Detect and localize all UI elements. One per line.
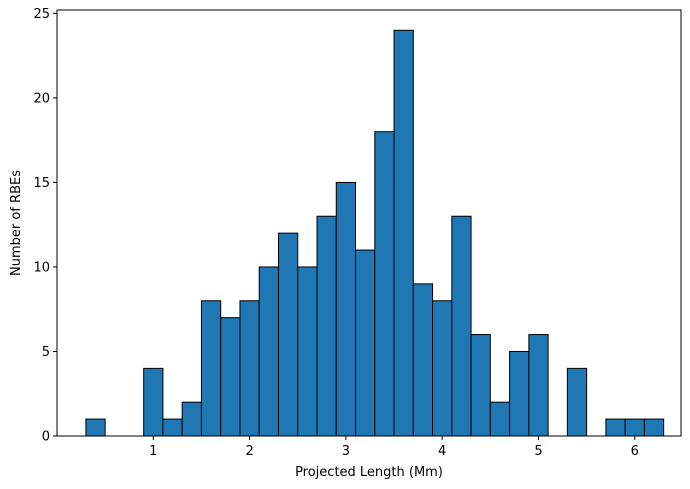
x-axis: 1 2 3 4 5 6 <box>149 436 639 459</box>
x-tick-label: 1 <box>149 444 157 459</box>
histogram-bar <box>451 215 472 437</box>
histogram-bar <box>239 300 260 437</box>
histogram-bars <box>85 29 665 437</box>
histogram-bar <box>470 334 491 437</box>
histogram-bar <box>220 317 241 437</box>
histogram-bar <box>374 131 395 437</box>
x-axis-label: Projected Length (Mm) <box>295 465 443 480</box>
x-tick-label: 4 <box>438 444 446 459</box>
histogram-bar <box>605 418 626 437</box>
histogram-bar <box>162 418 183 437</box>
histogram-bar <box>489 401 511 437</box>
histogram-bar <box>624 418 645 437</box>
y-tick-label: 20 <box>33 91 50 106</box>
y-tick-label: 10 <box>33 260 50 275</box>
y-tick-label: 15 <box>33 176 50 191</box>
histogram-bar <box>528 334 549 437</box>
histogram-bar <box>393 29 414 437</box>
x-tick-label: 6 <box>631 444 639 459</box>
histogram-bar <box>297 266 318 437</box>
histogram-bar <box>335 181 357 437</box>
histogram-bar <box>432 300 453 437</box>
histogram-bar <box>355 249 376 437</box>
histogram-bar <box>258 266 279 437</box>
histogram-bar <box>566 367 588 437</box>
x-tick-label: 3 <box>342 444 350 459</box>
y-axis-label: Number of RBEs <box>9 170 24 276</box>
histogram-bar <box>143 367 164 437</box>
histogram-bar <box>316 215 337 437</box>
x-tick-label: 5 <box>534 444 542 459</box>
y-tick-label: 25 <box>33 7 50 22</box>
histogram-bar <box>181 401 202 437</box>
y-tick-label: 0 <box>42 430 50 445</box>
y-tick-label: 5 <box>42 345 50 360</box>
y-axis: 0 5 10 15 20 25 <box>33 7 57 445</box>
histogram-bar <box>200 300 222 437</box>
plot-frame <box>56 9 682 437</box>
histogram-bar <box>509 350 530 437</box>
histogram-bar <box>643 418 665 437</box>
histogram-bar <box>277 232 299 437</box>
x-tick-label: 2 <box>245 444 253 459</box>
histogram-bar <box>412 283 434 437</box>
histogram-bar <box>85 418 106 437</box>
